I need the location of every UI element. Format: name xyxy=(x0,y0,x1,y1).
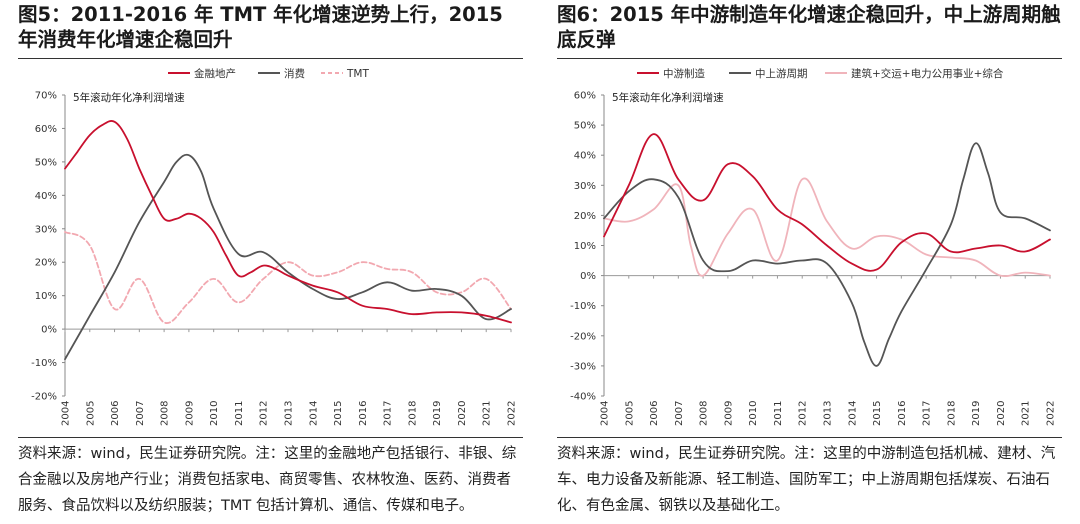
x-tick-label: 2012 xyxy=(798,401,809,426)
x-tick-label: 2016 xyxy=(897,401,908,426)
y-tick-label: 30% xyxy=(574,181,596,192)
x-tick-label: 2015 xyxy=(872,401,883,426)
y-tick-label: 0% xyxy=(41,325,57,336)
x-tick-label: 2010 xyxy=(209,401,220,426)
top-rule xyxy=(557,58,1062,59)
x-tick-label: 2006 xyxy=(110,401,121,426)
x-tick-label: 2007 xyxy=(674,401,685,426)
x-tick-label: 2005 xyxy=(85,401,96,426)
legend-label: 建筑+交运+电力公用事业+综合 xyxy=(851,67,1004,80)
legend-label: 金融地产 xyxy=(194,67,236,80)
x-tick-label: 2008 xyxy=(699,401,710,426)
x-tick-label: 2017 xyxy=(383,401,394,426)
line-chart-finance-consumer-tmt: 金融地产 消费 TMT 70% 60% 50% 40% 30% 20% 10% 0% -10% -20%… xyxy=(31,67,518,426)
x-tick-label: 2015 xyxy=(333,401,344,426)
x-tick-label: 2018 xyxy=(946,401,957,426)
x-tick-label: 2022 xyxy=(1046,401,1057,426)
x-tick-label: 2017 xyxy=(922,401,933,426)
y-tick-label: 30% xyxy=(35,224,57,235)
y-tick-label: 50% xyxy=(35,157,57,168)
series-line-建筑+交运+电力公用事业+综合 xyxy=(603,177,1051,278)
chart-annotation: 5年滚动年化净利润增速 xyxy=(73,91,185,104)
y-tick-label: 40% xyxy=(574,151,596,162)
x-tick-label: 2019 xyxy=(971,401,982,426)
x-tick-label: 2009 xyxy=(723,401,734,426)
x-tick-label: 2004 xyxy=(600,401,611,426)
legend-label: 消费 xyxy=(284,67,305,80)
x-tick-label: 2020 xyxy=(457,401,468,426)
x-tick-label: 2014 xyxy=(308,401,319,426)
y-tick-label: 20% xyxy=(574,211,596,222)
series-line-中上游周期 xyxy=(603,142,1051,367)
x-tick-label: 2004 xyxy=(61,401,72,426)
x-tick-label: 2019 xyxy=(432,401,443,426)
x-tick-label: 2020 xyxy=(996,401,1007,426)
y-tick-label: 0% xyxy=(580,271,596,282)
y-tick-label: 60% xyxy=(574,91,596,102)
y-tick-label: -10% xyxy=(570,301,596,312)
line-chart-midstream-upstream: 中游制造 中上游周期 建筑+交运+电力公用事业+综合 60% 50% 40% 30% 20% 1… xyxy=(570,67,1057,426)
y-tick-label: -10% xyxy=(31,358,57,369)
x-tick-label: 2009 xyxy=(184,401,195,426)
x-tick-label: 2012 xyxy=(259,401,270,426)
top-rule xyxy=(18,58,523,59)
legend-label: TMT xyxy=(346,68,369,80)
source-note: 资料来源：wind，民生证券研究院。注：这里的中游制造包括机械、建材、汽车、电力… xyxy=(557,446,1056,514)
figure-5-panel: 图5：2011-2016 年 TMT 年化增速逆势上行，2015 年消费年化增速… xyxy=(18,0,538,524)
y-tick-label: 20% xyxy=(35,258,57,269)
x-tick-label: 2011 xyxy=(773,401,784,426)
figure-title: 图5：2011-2016 年 TMT 年化增速逆势上行，2015 年消费年化增速… xyxy=(18,3,503,51)
y-tick-label: 40% xyxy=(35,191,57,202)
x-tick-label: 2007 xyxy=(135,401,146,426)
x-tick-label: 2014 xyxy=(847,401,858,426)
y-tick-label: -40% xyxy=(570,392,596,403)
x-tick-label: 2011 xyxy=(234,401,245,426)
legend-label: 中游制造 xyxy=(663,67,705,80)
y-tick-label: -20% xyxy=(570,331,596,342)
series-line-中游制造 xyxy=(603,133,1051,272)
y-tick-label: 50% xyxy=(574,121,596,132)
series-line-TMT xyxy=(64,231,512,324)
x-tick-label: 2022 xyxy=(507,401,518,426)
figure-title: 图6：2015 年中游制造年化增速企稳回升，中上游周期触底反弹 xyxy=(557,3,1061,51)
bottom-rule xyxy=(557,437,1062,438)
source-note: 资料来源：wind，民生证券研究院。注：这里的金融地产包括银行、非银、综合金融以… xyxy=(18,446,517,514)
x-tick-label: 2005 xyxy=(624,401,635,426)
figure-6-panel: 图6：2015 年中游制造年化增速企稳回升，中上游周期触底反弹 中游制造 中上游周… xyxy=(557,0,1077,524)
y-tick-label: 70% xyxy=(35,91,57,102)
bottom-rule xyxy=(18,437,523,438)
y-tick-label: -30% xyxy=(570,361,596,372)
x-tick-label: 2018 xyxy=(407,401,418,426)
x-tick-label: 2008 xyxy=(160,401,171,426)
series-line-金融地产 xyxy=(64,120,512,324)
x-tick-label: 2013 xyxy=(284,401,295,426)
x-tick-label: 2021 xyxy=(482,401,493,426)
x-tick-label: 2016 xyxy=(358,401,369,426)
legend-label: 中上游周期 xyxy=(755,67,808,80)
y-tick-label: 60% xyxy=(35,124,57,135)
series-line-消费 xyxy=(64,153,512,361)
x-tick-label: 2010 xyxy=(748,401,759,426)
x-tick-label: 2013 xyxy=(823,401,834,426)
chart-annotation: 5年滚动年化净利润增速 xyxy=(612,91,724,104)
y-tick-label: 10% xyxy=(35,291,57,302)
x-tick-label: 2006 xyxy=(649,401,660,426)
y-tick-label: -20% xyxy=(31,392,57,403)
y-tick-label: 10% xyxy=(574,241,596,252)
x-tick-label: 2021 xyxy=(1021,401,1032,426)
